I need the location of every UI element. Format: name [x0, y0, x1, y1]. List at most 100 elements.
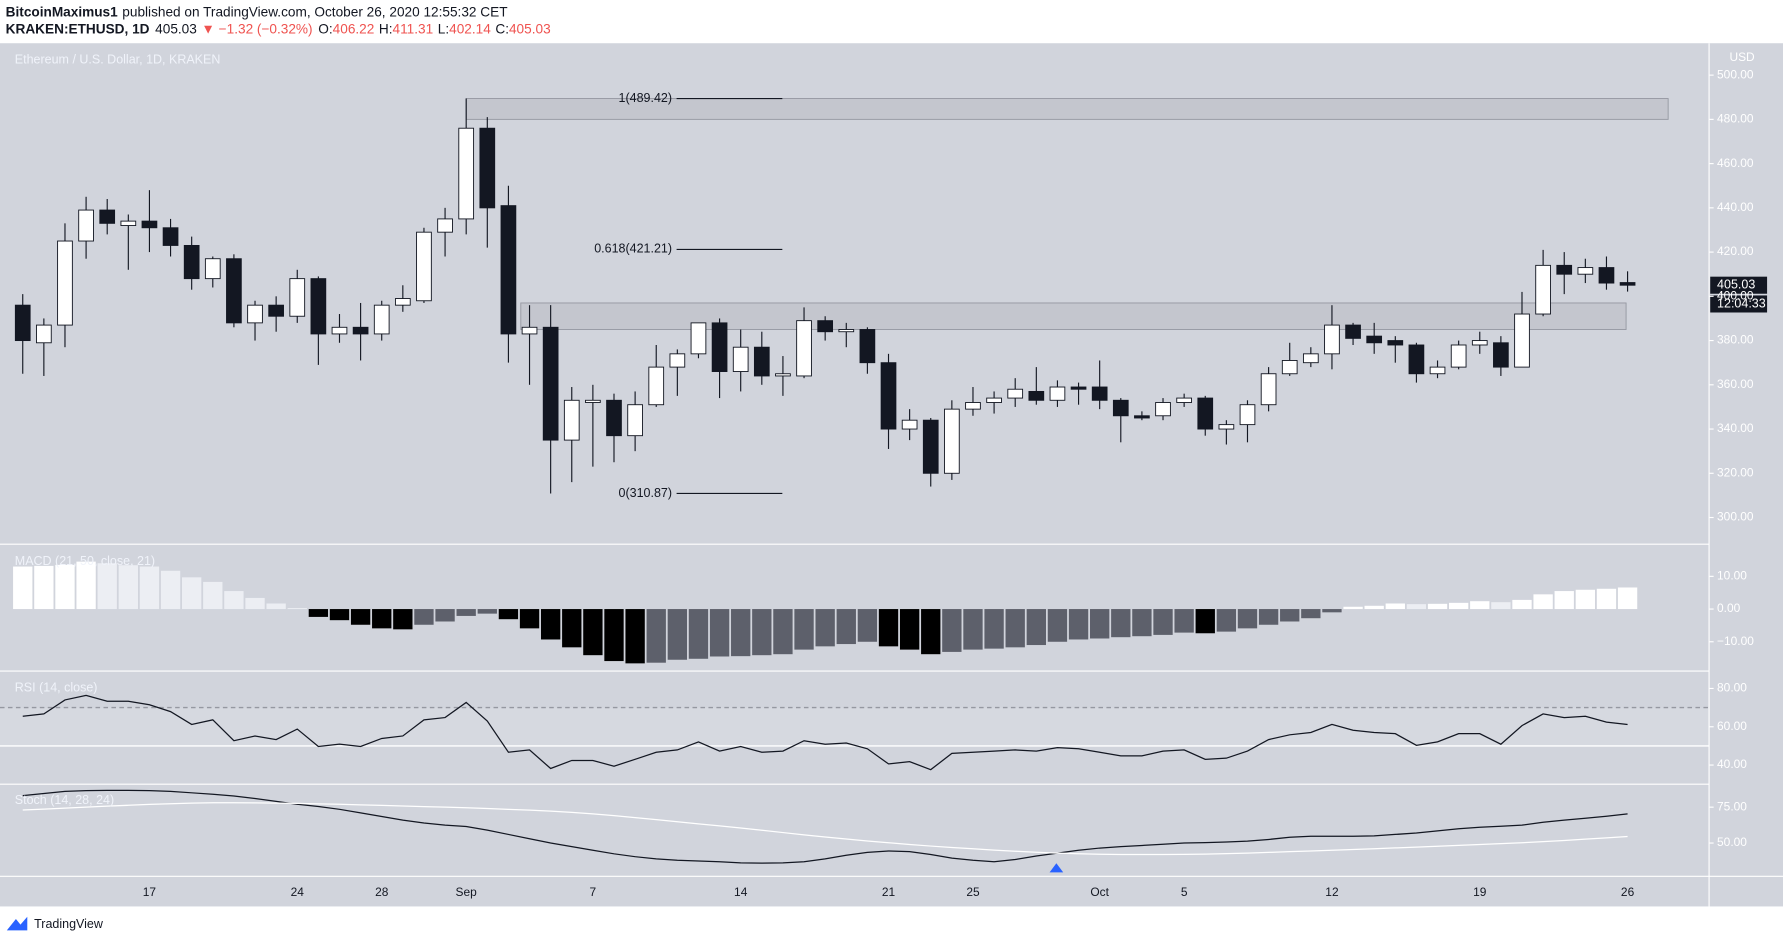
macd-bar	[1111, 609, 1131, 638]
y-tick-label: 380.00	[1717, 333, 1754, 347]
candle-body	[1535, 264, 1551, 315]
macd-bar	[1090, 609, 1110, 639]
brand: TradingView	[34, 917, 104, 931]
macd-bar	[646, 609, 666, 663]
candle-body	[1007, 388, 1024, 399]
macd-bar	[921, 609, 941, 655]
candle-body	[648, 366, 665, 406]
candle-body	[775, 373, 791, 377]
candle-body	[753, 346, 770, 377]
last-price-box	[1710, 276, 1768, 294]
macd-bar	[34, 565, 54, 610]
macd-bar	[942, 609, 962, 652]
candle-body	[944, 408, 960, 474]
macd-bar	[287, 608, 307, 610]
macd-bar	[1427, 603, 1448, 610]
price-change: ▼ −1.32 (−0.32%)	[201, 21, 312, 36]
x-tick-label: 24	[291, 885, 305, 899]
candle-body	[986, 397, 1002, 403]
candle-body	[1429, 366, 1446, 375]
macd-bar	[1617, 587, 1638, 610]
header-background	[0, 0, 1783, 44]
candle-body	[331, 326, 348, 335]
candle-body	[352, 326, 369, 335]
macd-bar	[583, 609, 603, 656]
ohlc-value: 405.03	[509, 21, 551, 36]
y-tick-label: 480.00	[1717, 112, 1754, 126]
last-price: 405.03	[155, 21, 197, 36]
candle-body	[458, 127, 475, 220]
y-tick-label: 420.00	[1717, 244, 1754, 258]
candle-body	[1493, 342, 1509, 368]
panel-title: Stoch (14, 28, 24)	[15, 793, 114, 807]
y-tick-label: 340.00	[1717, 421, 1754, 435]
candle-body	[606, 399, 622, 437]
macd-bar	[857, 609, 878, 642]
candle-body	[1176, 397, 1192, 403]
y-tick-label: 300.00	[1717, 510, 1754, 524]
macd-bar	[55, 564, 75, 610]
x-tick-label: 7	[590, 885, 597, 899]
macd-bar	[794, 609, 814, 650]
macd-bar	[393, 609, 413, 630]
candle-body	[36, 324, 52, 344]
macd-bar	[203, 581, 223, 610]
macd-bar	[731, 609, 751, 657]
published: published on TradingView.com, October 26…	[122, 4, 508, 19]
candle-body	[141, 220, 158, 229]
candle-body	[78, 209, 94, 242]
y-tick-label: −10.00	[1717, 634, 1754, 648]
macd-bar	[1216, 609, 1237, 632]
candle-body	[1514, 313, 1530, 368]
candle-body	[394, 298, 411, 306]
macd-bar	[1322, 609, 1342, 613]
macd-bar	[709, 609, 730, 657]
axis-unit: USD	[1729, 50, 1755, 64]
last-price-label: 405.03	[1717, 277, 1755, 291]
candle-body	[1155, 402, 1171, 417]
y-tick-label: 75.00	[1717, 799, 1747, 813]
countdown-label: 12:04:33	[1717, 296, 1766, 310]
candle-body	[1197, 397, 1214, 430]
candle-body	[1387, 340, 1404, 346]
candle-body	[1556, 264, 1573, 275]
candle-body	[437, 218, 453, 233]
macd-bar	[688, 609, 709, 659]
candle-body	[310, 278, 327, 335]
candle-body	[965, 402, 981, 410]
macd-bar	[435, 609, 455, 622]
macd-bar	[13, 566, 33, 610]
x-tick-label: 26	[1621, 885, 1635, 899]
candle-body	[416, 231, 432, 302]
candle-body	[1218, 424, 1235, 430]
candle-body	[690, 322, 707, 355]
candle-body	[1028, 390, 1045, 401]
macd-bar	[1195, 609, 1215, 634]
macd-bar	[160, 570, 181, 610]
y-tick-label: 400.00	[1717, 288, 1754, 302]
candle-body	[289, 278, 306, 317]
x-tick-label: 21	[882, 885, 896, 899]
candle-body	[1281, 360, 1298, 375]
candle-body	[204, 258, 221, 280]
candle-body	[162, 227, 179, 246]
macd-bar	[1385, 603, 1405, 610]
candle-body	[226, 258, 242, 324]
macd-bar	[625, 609, 645, 664]
candle-body	[373, 304, 390, 335]
candle-body	[922, 419, 939, 474]
panel-title: RSI (14, close)	[15, 680, 98, 694]
candle-body	[500, 205, 517, 335]
macd-bar	[1258, 609, 1279, 625]
macd-bar	[1343, 606, 1363, 610]
candle-body	[1260, 373, 1277, 406]
candle-body	[711, 322, 728, 372]
macd-bar	[963, 609, 983, 650]
candle-body	[1091, 386, 1108, 401]
candle-body	[1049, 386, 1066, 401]
macd-bar	[118, 565, 138, 610]
macd-bar	[752, 609, 772, 656]
macd-bar	[540, 609, 561, 640]
macd-bar	[1280, 609, 1300, 622]
